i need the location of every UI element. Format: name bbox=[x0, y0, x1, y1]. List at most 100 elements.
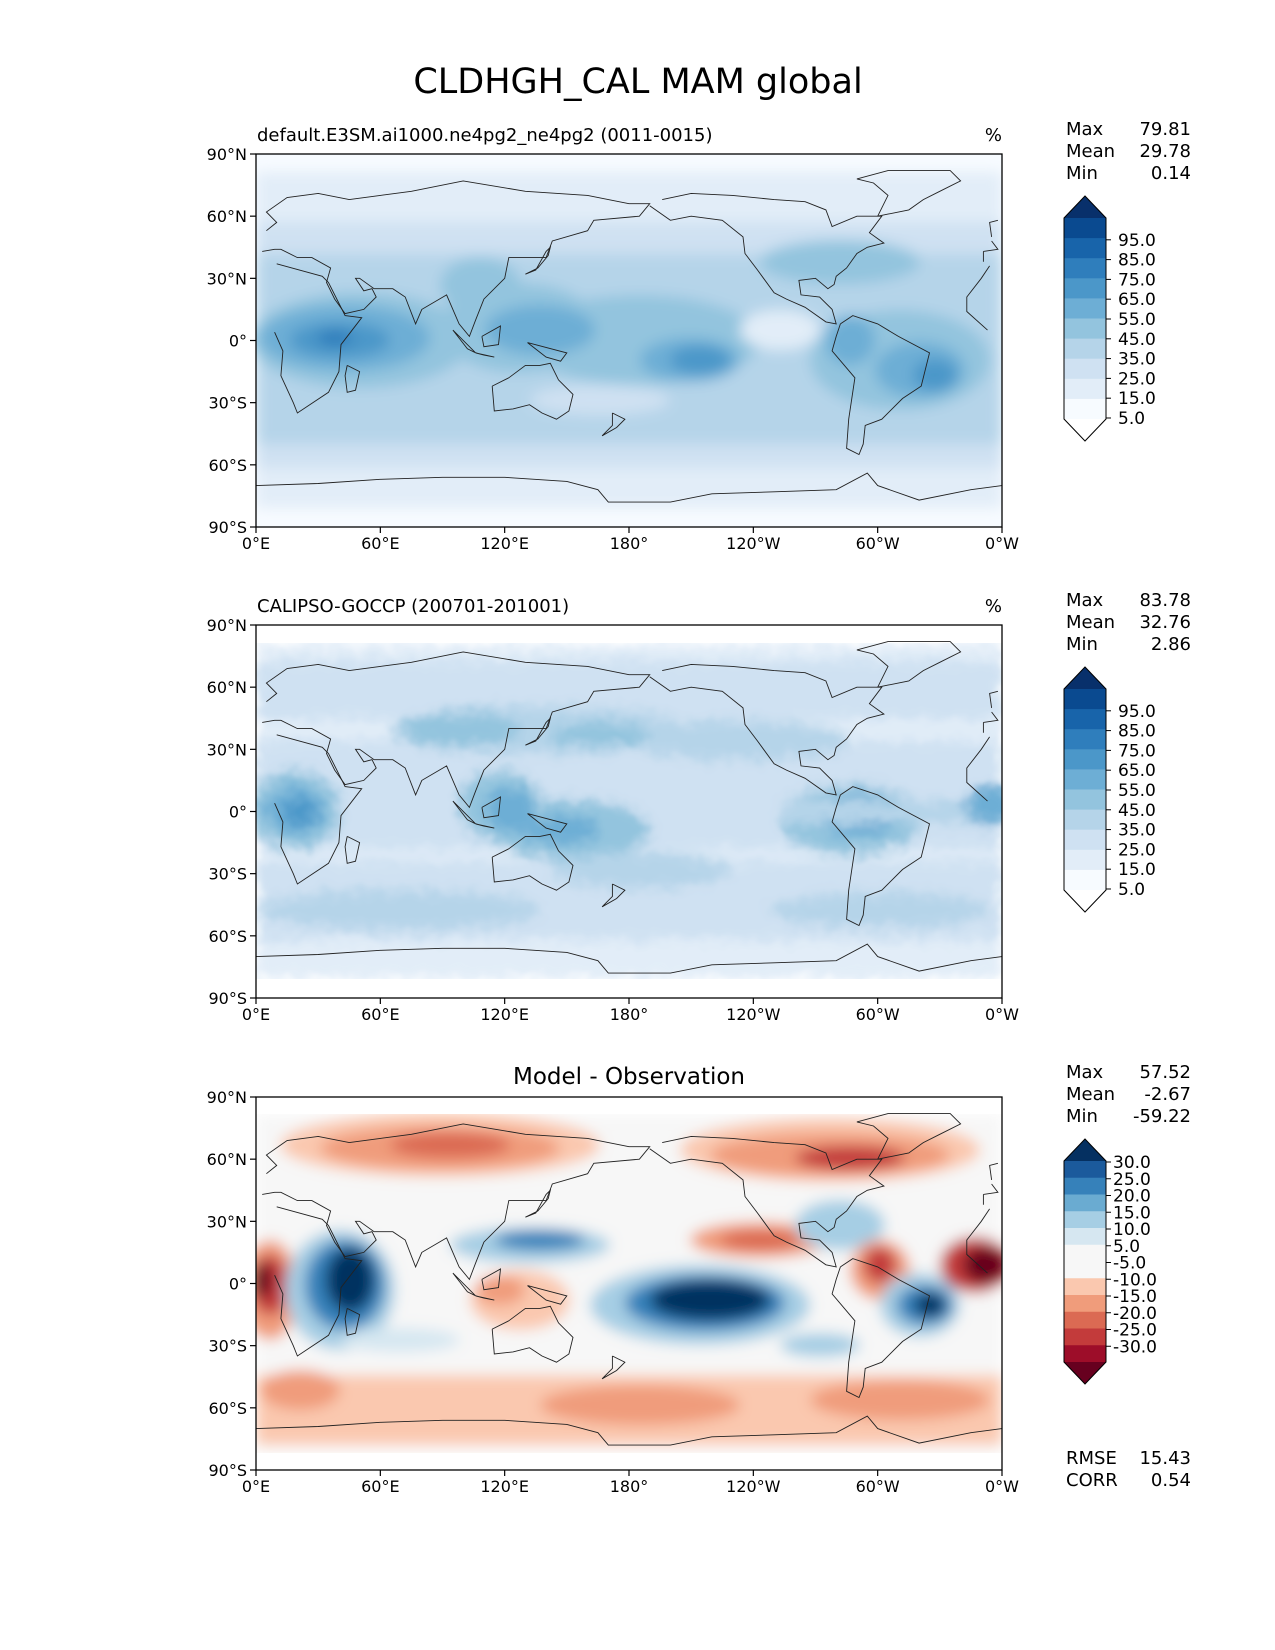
lat-tick-label: 0° bbox=[229, 332, 247, 351]
colorbar-segment bbox=[1064, 1278, 1106, 1296]
colorbar-label: 15.0 bbox=[1118, 389, 1156, 409]
lon-tick-label: 60°E bbox=[361, 1477, 399, 1496]
coastline bbox=[274, 734, 990, 885]
coastline bbox=[989, 219, 999, 237]
lat-tick-label: 30°N bbox=[207, 269, 247, 288]
colorbar-outline bbox=[1063, 666, 1107, 913]
panel-1-units: % bbox=[985, 125, 1002, 146]
panel-3-lat-ticks: 90°N 60°N 30°N 0° 30°S 60°S 90°S bbox=[207, 1088, 256, 1480]
lon-tick-label: 0°W bbox=[985, 1477, 1019, 1496]
stat-value: 0.54 bbox=[1151, 1470, 1191, 1491]
lat-tick-label: 60°S bbox=[208, 1399, 247, 1418]
stat-value: 15.43 bbox=[1139, 1448, 1191, 1469]
coastline bbox=[274, 263, 990, 414]
coastline bbox=[344, 1307, 361, 1336]
colorbar-label: 75.0 bbox=[1118, 741, 1156, 761]
colorbar-label: 5.0 bbox=[1118, 409, 1145, 429]
colorbar-label: 35.0 bbox=[1118, 350, 1156, 370]
panel-3-footer-stats: RMSE 15.43 CORR 0.54 bbox=[1066, 1448, 1191, 1491]
coastline bbox=[475, 352, 495, 358]
coastline bbox=[525, 245, 552, 275]
colorbar-label: 55.0 bbox=[1118, 781, 1156, 801]
panel-2-stats: Max 83.78 Mean 32.76 Min 2.86 bbox=[1066, 590, 1191, 655]
coastline bbox=[262, 1123, 999, 1281]
lat-tick-label: 90°S bbox=[208, 1461, 247, 1480]
panel-2-colorbar: 95.085.075.065.055.045.035.025.015.05.0 bbox=[1063, 666, 1156, 913]
stat-label: Max bbox=[1066, 119, 1104, 140]
coastline bbox=[256, 472, 1002, 503]
coastline bbox=[856, 641, 962, 688]
coastline bbox=[475, 1295, 495, 1301]
colorbar-segment bbox=[1064, 1194, 1106, 1212]
lon-tick-label: 120°W bbox=[726, 534, 781, 553]
lon-tick-label: 120°E bbox=[480, 534, 529, 553]
coastline bbox=[831, 786, 931, 927]
coastline bbox=[649, 663, 885, 796]
stat-value: -59.22 bbox=[1133, 1106, 1191, 1127]
lon-tick-label: 0°E bbox=[242, 1005, 270, 1024]
colorbar-label: 10.0 bbox=[1113, 1220, 1151, 1240]
coastline bbox=[831, 315, 931, 456]
colorbar-segment bbox=[1064, 1228, 1106, 1246]
lat-tick-label: 90°N bbox=[207, 616, 247, 635]
colorbar-label: 35.0 bbox=[1118, 821, 1156, 841]
stat-label: Mean bbox=[1066, 1084, 1115, 1105]
colorbar-label: 65.0 bbox=[1118, 761, 1156, 781]
panel-model: default.E3SM.ai1000.ne4pg2_ne4pg2 (0011-… bbox=[207, 119, 1191, 553]
colorbar-label: -15.0 bbox=[1113, 1287, 1157, 1307]
colorbar-segment bbox=[1064, 809, 1106, 831]
coastline bbox=[601, 883, 626, 908]
colorbar-segment bbox=[1064, 1211, 1106, 1229]
coastline bbox=[649, 192, 885, 325]
colorbar-segment bbox=[1064, 1261, 1106, 1279]
coastline bbox=[527, 1285, 568, 1305]
coastline bbox=[527, 813, 568, 833]
coastline bbox=[256, 943, 1002, 974]
colorbar-label: 5.0 bbox=[1113, 1237, 1140, 1257]
colorbar-segment bbox=[1064, 1295, 1106, 1313]
lon-tick-label: 180° bbox=[610, 534, 649, 553]
colorbar-segment bbox=[1064, 729, 1106, 750]
colorbar-label: 30.0 bbox=[1113, 1153, 1151, 1173]
colorbar-label: -10.0 bbox=[1113, 1270, 1157, 1290]
lon-tick-label: 60°E bbox=[361, 1005, 399, 1024]
lon-tick-label: 60°W bbox=[856, 1477, 900, 1496]
colorbar-extend-bottom bbox=[1064, 419, 1106, 441]
colorbar-label: 25.0 bbox=[1113, 1170, 1151, 1190]
stat-label: Min bbox=[1066, 163, 1098, 184]
lat-tick-label: 90°S bbox=[208, 989, 247, 1008]
lat-tick-label: 30°S bbox=[208, 1337, 247, 1356]
stat-value: 83.78 bbox=[1139, 590, 1191, 611]
colorbar-label: 55.0 bbox=[1118, 310, 1156, 330]
lon-tick-label: 180° bbox=[610, 1477, 649, 1496]
lon-tick-label: 0°W bbox=[985, 1005, 1019, 1024]
lat-tick-label: 60°S bbox=[208, 927, 247, 946]
colorbar-label: 45.0 bbox=[1118, 330, 1156, 350]
lat-tick-label: 30°S bbox=[208, 394, 247, 413]
coastline bbox=[452, 1272, 477, 1297]
lon-tick-label: 60°E bbox=[361, 534, 399, 553]
panel-2-lon-ticks: 0°E 60°E 120°E 180° 120°W 60°W 0°W bbox=[242, 998, 1019, 1024]
stat-value: -2.67 bbox=[1144, 1084, 1191, 1105]
lon-tick-label: 0°E bbox=[242, 1477, 270, 1496]
panel-1-map bbox=[256, 154, 1002, 527]
colorbar-label: 95.0 bbox=[1118, 702, 1156, 722]
coastlines-2 bbox=[256, 641, 1002, 974]
colorbar-extend-top bbox=[1064, 667, 1106, 689]
coastline bbox=[491, 362, 574, 420]
panel-1-title: default.E3SM.ai1000.ne4pg2_ne4pg2 (0011-… bbox=[257, 125, 712, 146]
colorbar-extend-bottom bbox=[1064, 890, 1106, 912]
panel-1-colorbar: 95.085.075.065.055.045.035.025.015.05.0 bbox=[1063, 195, 1156, 442]
stat-label: Max bbox=[1066, 590, 1104, 611]
colorbar-segment bbox=[1064, 1244, 1106, 1262]
coastline bbox=[256, 1415, 1002, 1446]
stat-label: CORR bbox=[1066, 1470, 1118, 1491]
panel-3-title: Model - Observation bbox=[513, 1064, 745, 1090]
colorbar-segment bbox=[1064, 789, 1106, 811]
colorbar-segment bbox=[1064, 749, 1106, 770]
stat-value: 29.78 bbox=[1139, 141, 1191, 162]
panel-observation: CALIPSO-GOCCP (200701-201001) % bbox=[207, 590, 1191, 1024]
colorbar-label: 20.0 bbox=[1113, 1187, 1151, 1207]
stat-label: Max bbox=[1066, 1062, 1104, 1083]
